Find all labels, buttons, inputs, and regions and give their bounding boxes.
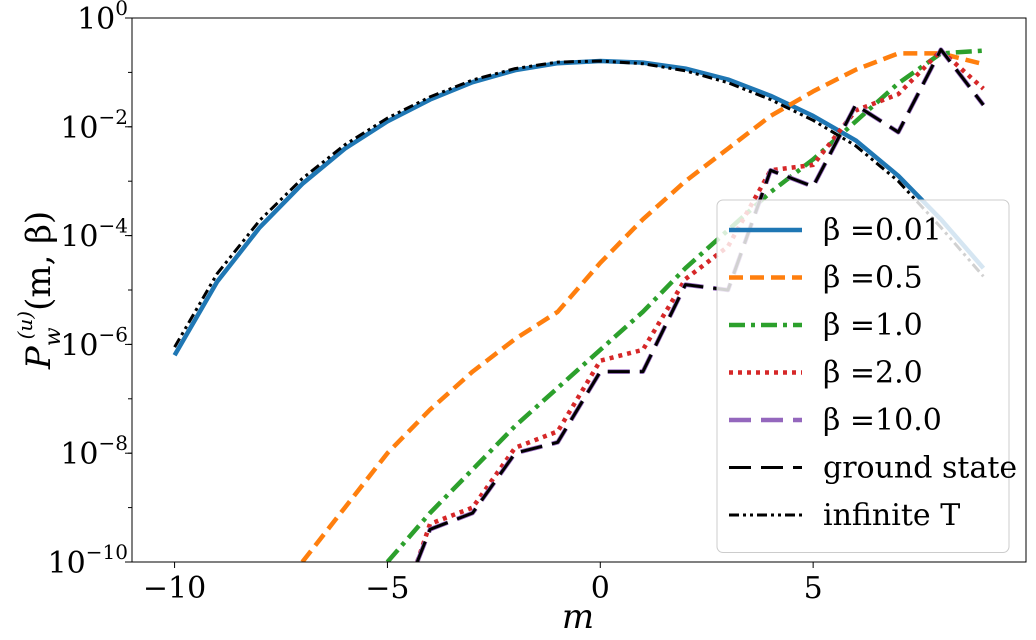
legend-label: ground state	[823, 451, 1017, 486]
legend-label: β =0.5	[823, 261, 923, 296]
plot-lines	[172, 47, 986, 562]
y-tick-label: 10−6	[60, 322, 128, 363]
legend: β =0.01 β =0.5 β =1.0 β =2.0 β =10.0 ground s…	[716, 199, 1017, 553]
y-tick-label: 100	[77, 0, 128, 37]
x-tick-label: −5	[365, 571, 409, 606]
y-tick-label: 10−2	[60, 105, 128, 146]
legend-label: β =2.0	[823, 356, 923, 391]
y-tick-label: 10−8	[60, 431, 128, 472]
y-axis-label: Pw(u)(m, β)	[13, 211, 66, 370]
y-axis: 100 10−2 10−4 10−6 10−8 10−10	[48, 0, 132, 581]
x-axis: −10 −5 0 5	[143, 562, 823, 606]
series-line-3	[415, 48, 985, 562]
legend-box	[716, 199, 1010, 553]
series-line-5	[415, 48, 985, 562]
y-tick-label: 10−4	[60, 214, 128, 255]
y-tick-label: 10−10	[48, 540, 128, 581]
series-line-1	[300, 51, 984, 562]
svg-text:Pw(u)(m, β): Pw(u)(m, β)	[13, 211, 66, 370]
legend-label: infinite T	[823, 498, 960, 533]
x-axis-label: m	[562, 597, 594, 637]
series-line-6	[173, 59, 985, 348]
series-line-2	[385, 48, 984, 562]
legend-label: β =1.0	[823, 308, 923, 343]
x-tick-label: 0	[591, 571, 610, 606]
x-tick-label: −10	[143, 571, 206, 606]
legend-label: β =0.01	[823, 213, 942, 248]
legend-label: β =10.0	[823, 403, 942, 438]
x-tick-label: 5	[804, 571, 823, 606]
